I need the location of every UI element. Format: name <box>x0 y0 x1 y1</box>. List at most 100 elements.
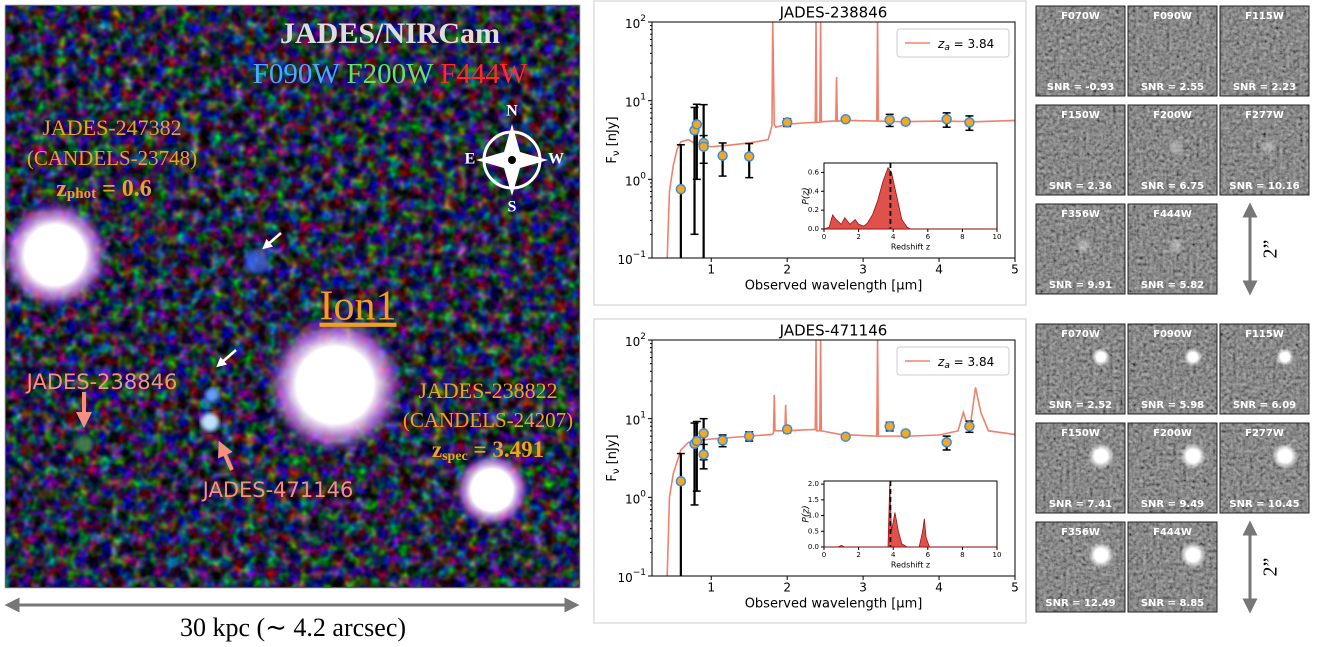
source-redshift: zphot = 0.6 <box>56 176 152 203</box>
legend-label: za = 3.84 <box>937 355 994 371</box>
z-sub: spec <box>442 449 468 464</box>
tick-label: 0.2 <box>808 206 819 214</box>
compass-w: W <box>548 151 564 168</box>
cutout-snr: SNR = 8.85 <box>1141 598 1204 609</box>
tick-base: 10 <box>625 492 640 506</box>
legend-box <box>896 28 1010 58</box>
photometry-point <box>884 114 895 126</box>
compass-e: E <box>465 151 476 168</box>
tick-exponent: 2 <box>640 332 646 342</box>
tick-label: 0.5 <box>808 527 819 535</box>
compass: N E W S <box>465 103 564 216</box>
tick-label: 102 <box>625 332 646 349</box>
inset-x-tick-label: 0 <box>822 551 826 559</box>
cutout-filter: F070W <box>1061 11 1100 22</box>
tick-exponent: 2 <box>640 14 646 24</box>
cutout-noise <box>1128 522 1217 612</box>
cutout-frame <box>1035 104 1126 196</box>
cutout: F115W SNR = 6.09 <box>1219 323 1310 415</box>
legend-value: = 3.84 <box>950 355 994 369</box>
y-label-sub: ν <box>611 468 622 474</box>
cutout-filter: F090W <box>1153 11 1192 22</box>
x-tick-label: 1 <box>707 263 715 277</box>
y-label-sub: ν <box>611 150 622 156</box>
galaxy <box>0 200 110 310</box>
cutout-frame <box>1127 323 1218 415</box>
cutout-snr: SNR = 2.23 <box>1233 82 1296 93</box>
cutout-scale-label: 2” <box>1260 558 1282 577</box>
cutout-snr: SNR = 2.55 <box>1141 82 1204 93</box>
cutout-snr: SNR = 12.49 <box>1045 598 1115 609</box>
cutout: F444W SNR = 5.82 <box>1127 203 1218 295</box>
cutout-noise <box>1036 6 1125 96</box>
cutout-noise <box>1036 324 1125 414</box>
tick-base: 2.0 <box>808 480 819 488</box>
cutout: F356W SNR = 9.91 <box>1035 203 1126 295</box>
tick-exponent: −1 <box>633 568 646 578</box>
galaxy <box>245 250 269 274</box>
inset-x-tick-label: 4 <box>891 551 896 559</box>
cutout-source <box>1262 141 1274 153</box>
photometry-point <box>675 183 687 195</box>
x-axis-label: Observed wavelength [μm] <box>745 279 923 294</box>
inset-x-tick-label: 0 <box>822 233 826 241</box>
inset-y-label: P(z) <box>802 187 812 204</box>
cutout-frame <box>1127 104 1218 196</box>
cutout: F115W SNR = 2.23 <box>1219 5 1310 97</box>
z-symbol: z <box>56 176 67 202</box>
cutout-snr: SNR = 5.82 <box>1141 280 1204 291</box>
photometry-point <box>698 428 709 439</box>
x-tick-label: 5 <box>1011 581 1019 595</box>
inset-x-label: Redshift z <box>891 243 930 252</box>
cutout-snr: SNR = 6.09 <box>1233 400 1296 411</box>
cutout-snr: SNR = 2.36 <box>1049 181 1112 192</box>
tick-base: 0.0 <box>808 543 819 551</box>
source-name: JADES-238822 <box>418 378 557 403</box>
tick-label: 10−1 <box>617 250 646 267</box>
z-sub: phot <box>67 186 96 202</box>
galaxy <box>201 413 219 431</box>
cutout-filter: F356W <box>1061 209 1100 220</box>
inset-x-tick-label: 8 <box>960 233 964 241</box>
x-tick-label: 2 <box>783 581 791 595</box>
pz-area <box>823 166 997 230</box>
photometry-point <box>691 435 703 447</box>
rgb-image: N E W S JADES/NIRCam F090W F200W F444W J… <box>0 4 581 589</box>
inset-x-tick-label: 10 <box>993 551 1002 559</box>
cutout-noise <box>1128 6 1217 96</box>
inset-x-tick-label: 2 <box>856 233 860 241</box>
galaxy <box>265 315 405 455</box>
photometry-point <box>941 114 952 125</box>
compass-n: N <box>506 103 518 120</box>
x-tick-label: 5 <box>1011 263 1019 277</box>
tick-label: 0.0 <box>808 543 819 551</box>
cutout: F200W SNR = 9.49 <box>1127 422 1218 514</box>
cutout-filter: F200W <box>1153 428 1192 439</box>
cutout-filter: F200W <box>1153 110 1192 121</box>
inset-x-tick-label: 4 <box>891 233 896 241</box>
cutout-noise <box>1036 522 1125 612</box>
tick-exponent: 0 <box>640 171 646 181</box>
photometry-point <box>743 151 755 162</box>
tick-exponent: 0 <box>640 489 646 499</box>
cutout-source <box>1272 443 1298 469</box>
source-label: JADES-471146 <box>201 478 354 502</box>
tick-base: 10 <box>617 571 632 585</box>
inset-x-tick-label: 10 <box>993 233 1002 241</box>
cutout-filter: F444W <box>1153 209 1192 220</box>
image-title: JADES/NIRCam <box>280 17 500 50</box>
cutout-frame <box>1127 203 1218 295</box>
cutout-noise <box>1220 324 1309 414</box>
photometry-point <box>781 117 793 128</box>
y-label-base: F <box>605 156 620 163</box>
legend-sub: a <box>944 43 950 53</box>
inset-x-label: Redshift z <box>891 561 930 570</box>
photometry-point <box>743 430 755 442</box>
pointer-arrow <box>262 232 282 250</box>
cutout-filter: F150W <box>1061 428 1100 439</box>
source-alias: (CANDELS-23748) <box>27 146 197 170</box>
axes-frame <box>651 339 1016 577</box>
